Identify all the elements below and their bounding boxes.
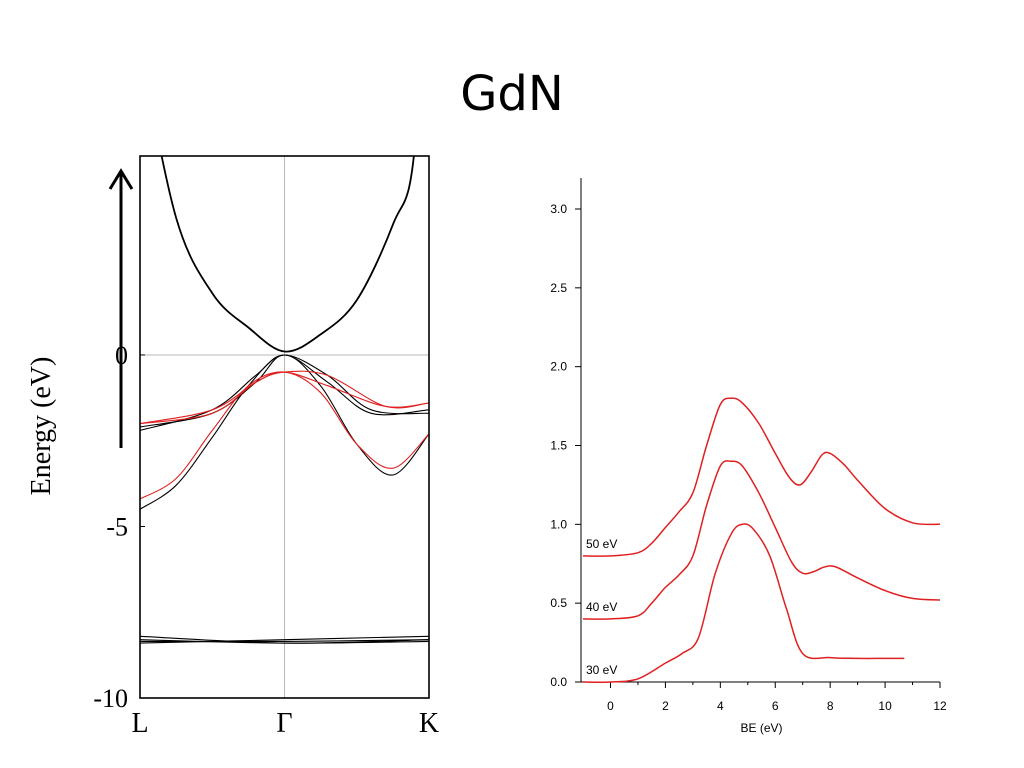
spectra-xtick-label: 8	[827, 699, 834, 713]
spectrum-30-eV	[582, 523, 905, 683]
spectrum-label: 40 eV	[586, 600, 617, 614]
band-lines	[140, 156, 429, 644]
spectrum-50-eV	[582, 397, 941, 557]
spectra-ytick-label: 2.0	[550, 360, 567, 374]
spectra-ytick-label: 1.0	[550, 517, 567, 531]
band-ylabel: Energy (eV)	[26, 357, 57, 496]
kpoint-label-0: L	[131, 708, 148, 739]
spectrum-label: 50 eV	[586, 537, 617, 551]
spectra-ytick-label: 0.5	[550, 596, 567, 610]
kpoint-label-2: K	[419, 708, 439, 739]
band-4f-2	[140, 639, 429, 643]
spectra-xlabel: BE (eV)	[741, 721, 783, 735]
band-ytick-label: -5	[106, 512, 128, 541]
spectra-ytick-label: 2.5	[550, 281, 567, 295]
spectra-ytick-label: 3.0	[550, 202, 567, 216]
spectra-xtick-label: 6	[772, 699, 779, 713]
spectra-xtick-label: 0	[607, 699, 614, 713]
spectra-xtick-label: 4	[717, 699, 724, 713]
kpoint-label-1: Γ	[276, 708, 292, 739]
spectrum-40-eV	[582, 460, 941, 620]
band-ytick-label: -10	[93, 684, 128, 713]
energy-arrow-head	[108, 168, 134, 190]
band-4f-4	[140, 639, 429, 644]
slide-title: GdN	[460, 66, 564, 122]
spectra-ytick-label: 1.5	[550, 439, 567, 453]
spectrum-label: 30 eV	[586, 663, 617, 677]
band-frame	[139, 155, 430, 699]
band-valence-black-3	[140, 354, 429, 510]
band-valence-red-3	[140, 371, 429, 500]
spectra-xtick-label: 10	[878, 699, 892, 713]
spectra-ytick-label: 0.0	[550, 675, 567, 689]
band-4f-3	[140, 635, 429, 644]
band-conduction	[160, 156, 415, 353]
spectra-xtick-label: 2	[662, 699, 669, 713]
spectra-xtick-label: 12	[933, 699, 947, 713]
